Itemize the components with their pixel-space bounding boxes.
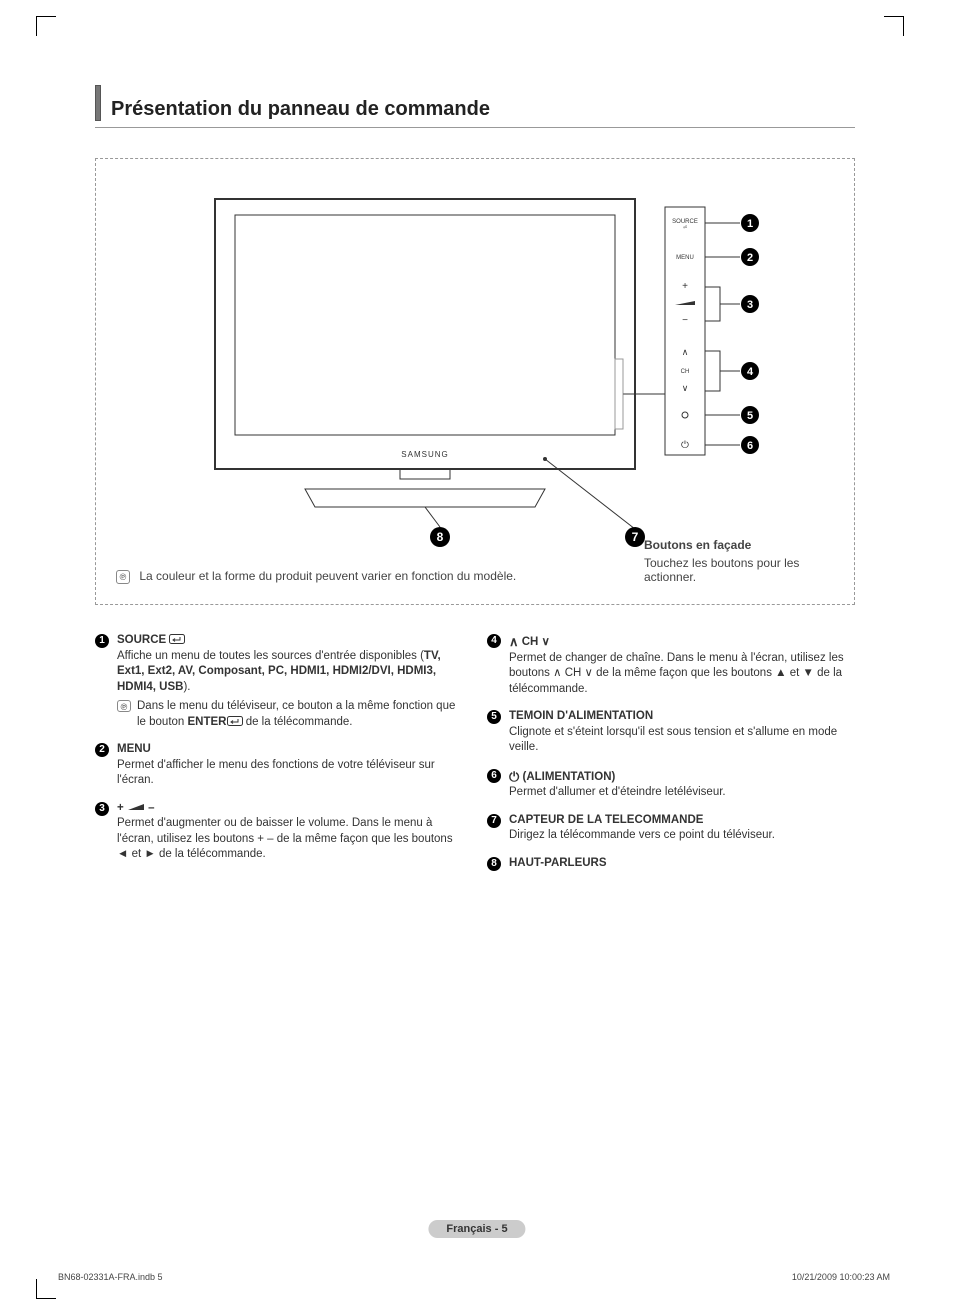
section-title-bar: Présentation du panneau de commande [95, 85, 855, 128]
item-description: Permet de changer de chaîne. Dans le men… [509, 651, 855, 698]
description-columns: 1 SOURCE Affiche un menu de toutes les so… [95, 633, 855, 883]
item-description: Clignote et s'éteint lorsqu'il est sous … [509, 725, 855, 756]
item-heading-text: CAPTEUR DE LA TELECOMMANDE [509, 814, 703, 826]
page-title: Présentation du panneau de commande [111, 98, 490, 121]
item-heading: ∧ CH ∨ [509, 633, 855, 651]
description-item: 4∧ CH ∨Permet de changer de chaîne. Dans… [487, 633, 855, 697]
item-heading-text: HAUT-PARLEURS [509, 857, 607, 869]
note-icon: ℗ [117, 700, 131, 712]
footer-timestamp: 10/21/2009 10:00:23 AM [792, 1272, 890, 1282]
svg-text:7: 7 [632, 530, 639, 544]
enter-icon [169, 634, 185, 646]
facade-note: Boutons en façade Touchez les boutons po… [644, 538, 824, 584]
item-heading: SOURCE [117, 633, 463, 649]
item-description: Dirigez la télécommande vers ce point du… [509, 828, 855, 844]
svg-text:3: 3 [747, 299, 753, 311]
item-number-bullet: 3 [95, 802, 109, 816]
svg-text:⏻: ⏻ [681, 440, 689, 451]
enter-icon [227, 716, 243, 728]
title-stripe [95, 85, 101, 121]
svg-text:∨: ∨ [682, 383, 689, 393]
svg-text:5: 5 [747, 410, 753, 422]
item-number-bullet: 8 [487, 857, 501, 871]
svg-text:CH: CH [681, 369, 690, 375]
description-item: 7 CAPTEUR DE LA TELECOMMANDE Dirigez la té… [487, 813, 855, 844]
item-heading: + – [117, 801, 463, 817]
subnote-text: Dans le menu du téléviseur, ce bouton a … [137, 699, 463, 730]
item-body: TEMOIN D'ALIMENTATION Clignote et s'étein… [509, 709, 855, 756]
item-heading-text: SOURCE [117, 634, 166, 646]
svg-text:6: 6 [747, 440, 753, 452]
item-heading: TEMOIN D'ALIMENTATION [509, 709, 855, 725]
item-heading: MENU [117, 742, 463, 758]
page-number-badge: Français - 5 [428, 1220, 525, 1238]
tv-diagram: SAMSUNG SOURCE ⏎ MENU + − ∧ CH ∨ ⏻ [175, 189, 775, 549]
svg-text:+: + [682, 281, 688, 292]
facade-title: Boutons en façade [644, 538, 824, 552]
item-subnote: ℗ Dans le menu du téléviseur, ce bouton a… [117, 699, 463, 730]
brand-label: SAMSUNG [401, 450, 448, 459]
footer-filename: BN68-02331A-FRA.indb 5 [58, 1272, 163, 1282]
item-heading: HAUT-PARLEURS [509, 856, 855, 872]
svg-text:8: 8 [437, 530, 444, 544]
item-heading-text: MENU [117, 743, 151, 755]
description-item: 8 HAUT-PARLEURS [487, 856, 855, 872]
crop-mark [36, 16, 56, 36]
description-item: 3 + – Permet d'augmenter ou de baisser le … [95, 801, 463, 863]
description-item: 1 SOURCE Affiche un menu de toutes les so… [95, 633, 463, 730]
description-item: 6⏻ (ALIMENTATION)Permet d'allumer et d'é… [487, 768, 855, 801]
item-number-bullet: 1 [95, 634, 109, 648]
note-icon: ℗ [116, 570, 130, 584]
svg-text:MENU: MENU [676, 255, 694, 261]
item-heading: ⏻ (ALIMENTATION) [509, 768, 855, 786]
item-description: Affiche un menu de toutes les sources d'… [117, 649, 463, 696]
diagram-note-text: La couleur et la forme du produit peuven… [139, 569, 516, 583]
page-content: Présentation du panneau de commande SAMS… [95, 85, 855, 883]
item-heading-text: (ALIMENTATION) [519, 771, 615, 783]
item-description: Permet d'augmenter ou de baisser le volu… [117, 816, 463, 863]
description-item: 2 MENU Permet d'afficher le menu des fonct… [95, 742, 463, 789]
item-body: ∧ CH ∨Permet de changer de chaîne. Dans … [509, 633, 855, 697]
item-body: HAUT-PARLEURS [509, 856, 855, 872]
item-description: Permet d'afficher le menu des fonctions … [117, 758, 463, 789]
svg-text:4: 4 [747, 366, 754, 378]
heading-post-icon: ∨ [542, 636, 550, 648]
item-description: Permet d'allumer et d'éteindre letélévis… [509, 785, 855, 801]
item-number-bullet: 2 [95, 743, 109, 757]
item-heading-text: CH [519, 636, 542, 648]
callouts-right: 1 2 3 4 5 6 [705, 214, 759, 454]
description-item: 5 TEMOIN D'ALIMENTATION Clignote et s'étei… [487, 709, 855, 756]
item-body: SOURCE Affiche un menu de toutes les sou… [117, 633, 463, 730]
svg-text:∧: ∧ [682, 347, 689, 357]
item-number-bullet: 4 [487, 634, 501, 648]
item-body: CAPTEUR DE LA TELECOMMANDE Dirigez la tél… [509, 813, 855, 844]
svg-text:⏎: ⏎ [683, 225, 687, 231]
diagram-container: SAMSUNG SOURCE ⏎ MENU + − ∧ CH ∨ ⏻ [95, 158, 855, 605]
heading-pre-icon: ∧ [509, 634, 519, 649]
right-column: 4∧ CH ∨Permet de changer de chaîne. Dans… [487, 633, 855, 883]
item-heading: CAPTEUR DE LA TELECOMMANDE [509, 813, 855, 829]
item-number-bullet: 6 [487, 769, 501, 783]
item-number-bullet: 7 [487, 814, 501, 828]
item-heading-text: TEMOIN D'ALIMENTATION [509, 710, 653, 722]
svg-text:2: 2 [747, 252, 753, 264]
item-body: MENU Permet d'afficher le menu des foncti… [117, 742, 463, 789]
left-column: 1 SOURCE Affiche un menu de toutes les so… [95, 633, 463, 883]
crop-mark [36, 1279, 56, 1299]
svg-text:−: − [682, 315, 688, 326]
item-body: + – Permet d'augmenter ou de baisser le v… [117, 801, 463, 863]
crop-mark [884, 16, 904, 36]
item-heading-text: + – [117, 802, 155, 814]
item-body: ⏻ (ALIMENTATION)Permet d'allumer et d'ét… [509, 768, 855, 801]
item-number-bullet: 5 [487, 710, 501, 724]
callouts-bottom: 7 8 [425, 459, 645, 547]
heading-pre-icon: ⏻ [509, 769, 519, 784]
svg-text:1: 1 [747, 218, 753, 230]
facade-text: Touchez les boutons pour les actionner. [644, 556, 824, 584]
